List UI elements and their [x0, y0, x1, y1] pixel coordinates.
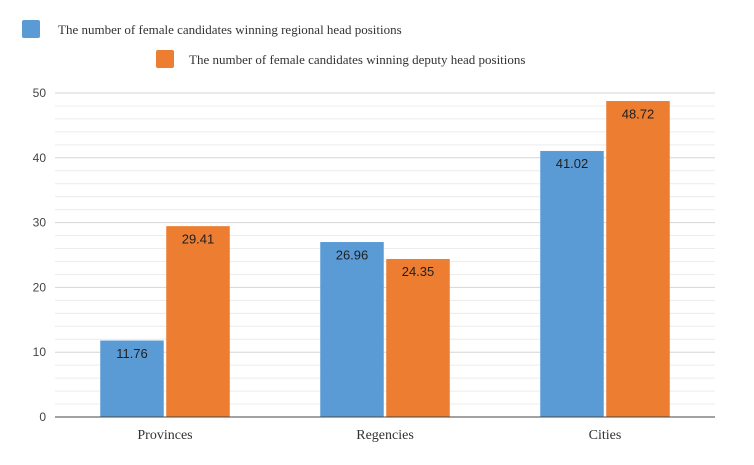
- y-tick-label: 50: [33, 86, 47, 100]
- legend-swatch-regional-head: [22, 20, 40, 38]
- data-labels: 11.76 29.41 26.96 24.35 41.02 48.72: [116, 106, 654, 361]
- x-category-label: Provinces: [137, 428, 192, 443]
- grid-lines: [55, 92, 715, 405]
- bar-series-0-regencies: [320, 242, 384, 418]
- data-label: 11.76: [116, 346, 148, 361]
- bar-series-0-cities: [540, 150, 604, 418]
- y-tick-label: 40: [33, 151, 47, 165]
- y-axis-tick-labels: 0 10 20 30 40 50: [33, 86, 47, 424]
- bar-series-0-provinces: [100, 340, 164, 418]
- x-category-label: Regencies: [356, 428, 414, 443]
- data-label: 24.35: [402, 264, 435, 279]
- legend-label-deputy-head: The number of female candidates winning …: [189, 52, 525, 67]
- data-label: 29.41: [182, 231, 215, 246]
- y-tick-label: 30: [33, 216, 47, 230]
- legend-entry-regional-head: The number of female candidates winning …: [22, 20, 402, 38]
- bar-series-1-regencies: [386, 258, 450, 418]
- legend-entry-deputy-head: The number of female candidates winning …: [156, 50, 525, 68]
- y-tick-label: 10: [33, 345, 47, 359]
- legend-swatch-deputy-head: [156, 50, 174, 68]
- data-label: 48.72: [622, 106, 655, 121]
- y-tick-label: 20: [33, 280, 47, 294]
- legend: The number of female candidates winning …: [22, 20, 525, 68]
- x-axis-category-labels: Provinces Regencies Cities: [137, 428, 621, 443]
- bar-series-1-cities: [606, 101, 670, 418]
- bar-series-1-provinces: [166, 226, 230, 418]
- x-category-label: Cities: [589, 428, 622, 443]
- data-label: 26.96: [336, 247, 369, 262]
- y-tick-label: 0: [39, 410, 46, 424]
- legend-label-regional-head: The number of female candidates winning …: [58, 22, 402, 37]
- bars: [100, 101, 670, 418]
- data-label: 41.02: [556, 156, 589, 171]
